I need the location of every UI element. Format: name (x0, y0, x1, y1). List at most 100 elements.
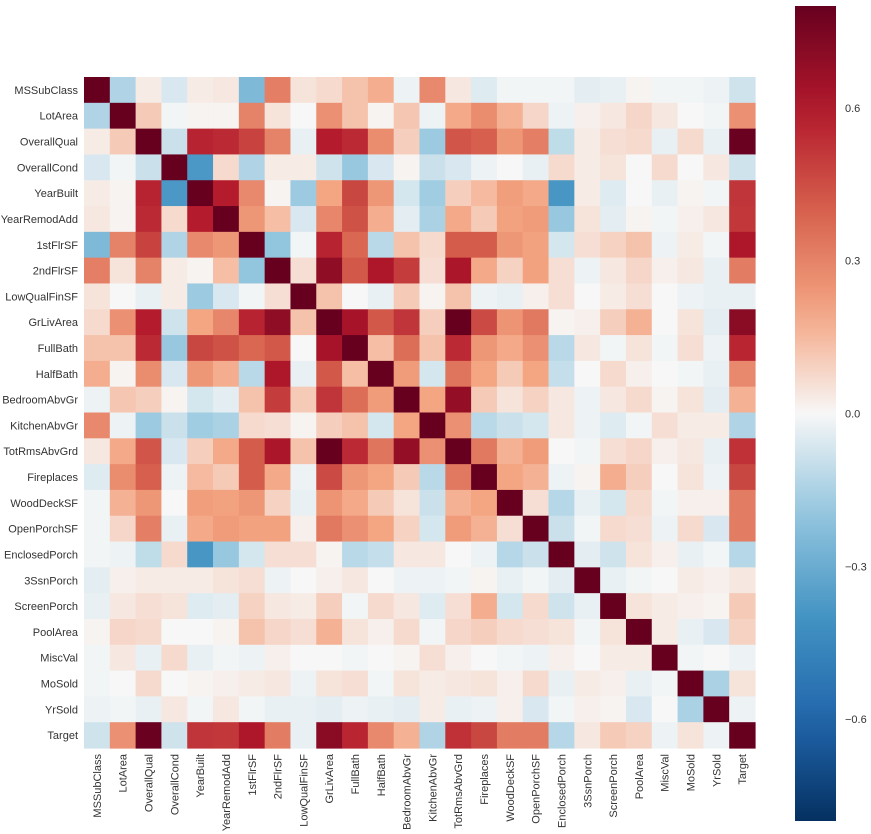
heatmap-cell (522, 360, 550, 388)
heatmap-cell (393, 206, 421, 233)
heatmap-cell (367, 412, 395, 439)
heatmap-cell (290, 102, 317, 130)
heatmap-cell (316, 231, 343, 259)
heatmap-cell (496, 618, 524, 646)
heatmap-cell (651, 464, 679, 491)
heatmap-cell (600, 257, 627, 285)
y-tick-label: Fireplaces (27, 472, 78, 484)
heatmap-cell (496, 283, 524, 310)
heatmap-cell (651, 309, 679, 336)
heatmap-cell (316, 515, 343, 543)
heatmap-cell (135, 102, 163, 130)
heatmap-cell (677, 722, 704, 749)
heatmap-cell (651, 257, 679, 285)
y-tick-label: MSSubClass (14, 85, 78, 97)
heatmap-cell (522, 335, 550, 362)
heatmap-cell (445, 541, 472, 568)
heatmap-cell (522, 309, 550, 336)
heatmap-cell (471, 283, 498, 310)
heatmap-cell (496, 180, 524, 207)
heatmap-cell (677, 670, 704, 697)
heatmap-cell (625, 231, 653, 259)
heatmap-cell (729, 515, 756, 543)
heatmap-cell (677, 335, 704, 362)
heatmap-cell (677, 206, 704, 233)
heatmap-cell (729, 257, 756, 285)
heatmap-cell (264, 206, 292, 233)
heatmap-cell (109, 644, 137, 672)
heatmap-cell (135, 593, 163, 620)
heatmap-cell (651, 670, 679, 697)
heatmap-cell (290, 128, 317, 156)
heatmap-cell (548, 412, 575, 439)
heatmap-cell (445, 386, 472, 414)
heatmap-cell (703, 386, 730, 414)
heatmap-cell (367, 386, 395, 414)
heatmap-cell (600, 360, 627, 388)
heatmap-cell (651, 541, 679, 568)
heatmap-cell (161, 283, 188, 310)
heatmap-cell (677, 77, 704, 104)
heatmap-cell (600, 464, 627, 491)
heatmap-cell (187, 283, 214, 310)
heatmap-cell (471, 102, 498, 130)
heatmap-cell (445, 283, 472, 310)
x-tick-label: WoodDeckSF (505, 754, 517, 822)
heatmap-cell (367, 567, 395, 594)
heatmap-cell (238, 77, 266, 104)
heatmap-cell (393, 257, 421, 285)
heatmap-cell (419, 128, 446, 156)
heatmap-cell (135, 464, 163, 491)
heatmap-cell (109, 128, 137, 156)
heatmap-cell (548, 696, 575, 723)
heatmap-cell (419, 309, 446, 336)
heatmap-cell (471, 231, 498, 259)
heatmap-cell (161, 567, 188, 594)
heatmap-cell (471, 489, 498, 517)
heatmap-cell (419, 696, 446, 723)
heatmap-cell (238, 257, 266, 285)
heatmap-cell (264, 335, 292, 362)
heatmap-cell (316, 438, 343, 465)
heatmap-cell (548, 180, 575, 207)
heatmap-cell (342, 77, 369, 104)
heatmap-cell (290, 77, 317, 104)
heatmap-cell (238, 309, 266, 336)
heatmap-cell (522, 102, 550, 130)
heatmap-cell (548, 257, 575, 285)
heatmap-cell (703, 515, 730, 543)
heatmap-cell (84, 335, 111, 362)
heatmap-cell (574, 670, 601, 697)
heatmap-cell (367, 180, 395, 207)
heatmap-cell (574, 644, 601, 672)
heatmap-cell (213, 154, 240, 181)
heatmap-cell (729, 309, 756, 336)
heatmap-cell (445, 180, 472, 207)
y-tick-label: GrLivArea (28, 317, 78, 329)
heatmap-cell (316, 412, 343, 439)
x-tick-label: MiscVal (660, 754, 672, 792)
y-tick-label: WoodDeckSF (10, 498, 78, 510)
y-tick-label: 2ndFlrSF (33, 266, 79, 278)
heatmap-cell (522, 206, 550, 233)
heatmap-cell (316, 283, 343, 310)
heatmap-cell (84, 257, 111, 285)
heatmap-cell (471, 335, 498, 362)
heatmap-cell (419, 412, 446, 439)
heatmap-cell (109, 515, 137, 543)
heatmap-cell (600, 128, 627, 156)
heatmap-cell (471, 722, 498, 749)
heatmap-cell (367, 618, 395, 646)
heatmap-cell (135, 335, 163, 362)
heatmap-cell (161, 593, 188, 620)
heatmap-cell (496, 722, 524, 749)
heatmap-cell (729, 567, 756, 594)
heatmap-cell (548, 283, 575, 310)
heatmap-cell (703, 154, 730, 181)
heatmap-cell (84, 128, 111, 156)
heatmap-cell (84, 154, 111, 181)
heatmap-cell (342, 567, 369, 594)
heatmap-cell (445, 412, 472, 439)
x-tick-label: MSSubClass (92, 754, 104, 818)
heatmap-cell (445, 696, 472, 723)
